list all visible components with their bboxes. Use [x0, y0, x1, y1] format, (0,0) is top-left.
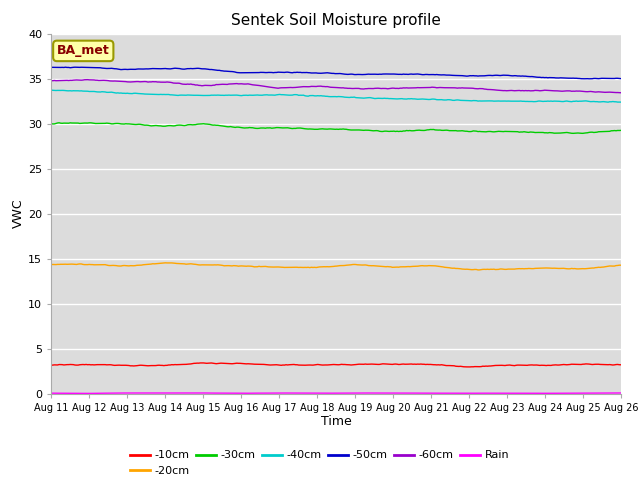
-60cm: [47, 78, 55, 84]
-50cm: [298, 70, 306, 75]
-30cm: [119, 121, 127, 127]
-20cm: [117, 263, 125, 269]
-30cm: [579, 131, 587, 136]
-50cm: [237, 70, 245, 76]
-10cm: [47, 362, 55, 368]
-40cm: [296, 92, 304, 98]
-10cm: [237, 360, 245, 366]
Text: BA_met: BA_met: [57, 44, 109, 58]
-40cm: [217, 93, 225, 98]
Rain: [300, 390, 307, 396]
Line: -40cm: -40cm: [51, 90, 621, 102]
-10cm: [198, 360, 206, 366]
-50cm: [47, 64, 55, 70]
-40cm: [246, 92, 253, 98]
Legend: -10cm, -20cm, -30cm, -40cm, -50cm, -60cm, Rain: -10cm, -20cm, -30cm, -40cm, -50cm, -60cm…: [125, 446, 514, 480]
Title: Sentek Soil Moisture profile: Sentek Soil Moisture profile: [231, 13, 441, 28]
X-axis label: Time: Time: [321, 415, 351, 429]
-30cm: [219, 123, 227, 129]
-10cm: [617, 362, 625, 368]
-40cm: [585, 98, 593, 104]
Rain: [239, 390, 247, 396]
-30cm: [298, 125, 306, 131]
Rain: [249, 390, 257, 396]
-20cm: [161, 260, 169, 266]
-20cm: [247, 264, 255, 269]
-30cm: [588, 129, 596, 135]
-20cm: [237, 263, 245, 269]
-10cm: [219, 360, 227, 366]
-60cm: [247, 82, 255, 87]
-40cm: [47, 87, 55, 93]
Rain: [588, 390, 596, 396]
Rain: [119, 390, 127, 396]
-20cm: [474, 267, 482, 273]
-50cm: [587, 76, 595, 82]
-20cm: [617, 262, 625, 268]
-10cm: [465, 364, 472, 370]
-40cm: [117, 90, 125, 96]
Line: -60cm: -60cm: [51, 80, 621, 93]
Rain: [198, 390, 206, 396]
-50cm: [247, 70, 255, 75]
-30cm: [55, 120, 63, 126]
-50cm: [588, 76, 596, 82]
-60cm: [587, 89, 595, 95]
-20cm: [588, 265, 596, 271]
-20cm: [47, 262, 55, 267]
-60cm: [617, 90, 625, 96]
-60cm: [119, 79, 127, 84]
-60cm: [84, 77, 92, 83]
-10cm: [247, 361, 255, 367]
Line: -30cm: -30cm: [51, 123, 621, 133]
-30cm: [47, 121, 55, 127]
Rain: [220, 390, 228, 396]
-50cm: [617, 76, 625, 82]
-60cm: [219, 82, 227, 87]
Line: -20cm: -20cm: [51, 263, 621, 270]
-60cm: [237, 81, 245, 87]
-10cm: [588, 361, 596, 367]
Rain: [85, 391, 93, 396]
-30cm: [617, 128, 625, 133]
Line: -10cm: -10cm: [51, 363, 621, 367]
-50cm: [61, 64, 69, 70]
-60cm: [298, 84, 306, 90]
Rain: [617, 390, 625, 396]
-10cm: [298, 362, 306, 368]
Line: -50cm: -50cm: [51, 67, 621, 79]
-40cm: [617, 99, 625, 105]
-40cm: [236, 93, 244, 98]
-40cm: [604, 99, 612, 105]
-30cm: [247, 125, 255, 131]
-20cm: [219, 263, 227, 268]
-50cm: [119, 67, 127, 72]
Rain: [47, 390, 55, 396]
Y-axis label: VWC: VWC: [12, 199, 25, 228]
-10cm: [117, 362, 125, 368]
-20cm: [298, 264, 306, 270]
-50cm: [219, 68, 227, 74]
-30cm: [237, 125, 245, 131]
